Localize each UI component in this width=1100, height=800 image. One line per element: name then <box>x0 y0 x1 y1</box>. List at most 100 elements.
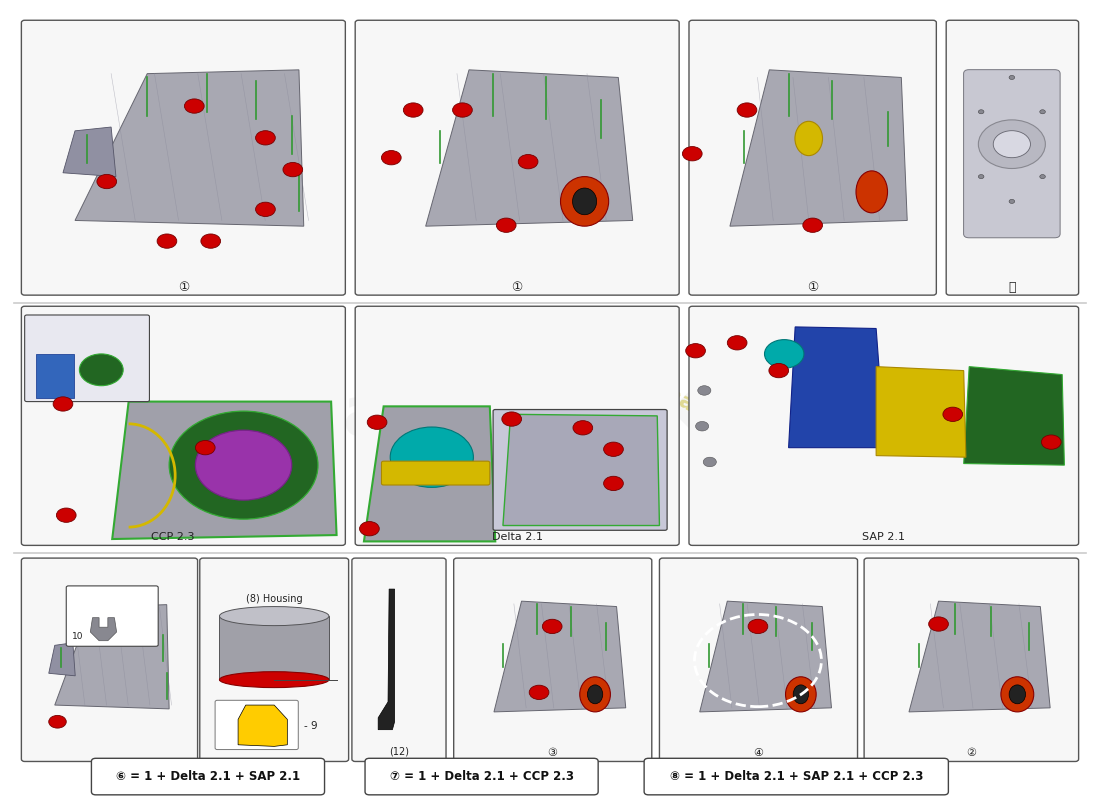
Text: SAP 2.1: SAP 2.1 <box>862 532 905 542</box>
Text: (12): (12) <box>389 746 409 756</box>
Circle shape <box>737 103 757 117</box>
Circle shape <box>452 103 472 117</box>
Circle shape <box>1042 435 1062 450</box>
Circle shape <box>255 130 275 145</box>
Polygon shape <box>503 414 659 526</box>
Polygon shape <box>730 70 908 226</box>
Text: ①: ① <box>807 281 818 294</box>
Text: Delta 2.1: Delta 2.1 <box>492 532 542 542</box>
FancyBboxPatch shape <box>689 306 1079 546</box>
Ellipse shape <box>856 171 888 213</box>
Circle shape <box>685 343 705 358</box>
Polygon shape <box>220 616 329 680</box>
Circle shape <box>604 442 624 457</box>
Ellipse shape <box>785 677 816 712</box>
FancyBboxPatch shape <box>382 461 490 485</box>
FancyBboxPatch shape <box>66 586 158 646</box>
Ellipse shape <box>1009 685 1025 704</box>
Circle shape <box>573 421 593 435</box>
FancyBboxPatch shape <box>365 758 598 795</box>
FancyBboxPatch shape <box>865 558 1079 762</box>
Circle shape <box>255 202 275 217</box>
Circle shape <box>56 508 76 522</box>
Circle shape <box>48 715 66 728</box>
Polygon shape <box>876 366 966 457</box>
Ellipse shape <box>561 177 608 226</box>
Text: ①: ① <box>178 281 189 294</box>
Circle shape <box>518 154 538 169</box>
FancyBboxPatch shape <box>453 558 652 762</box>
Circle shape <box>404 103 424 117</box>
Circle shape <box>682 146 702 161</box>
Circle shape <box>196 441 216 455</box>
Circle shape <box>196 430 292 500</box>
Text: ⑪: ⑪ <box>1008 281 1015 294</box>
FancyBboxPatch shape <box>645 758 948 795</box>
Circle shape <box>703 457 716 466</box>
Circle shape <box>496 218 516 232</box>
Polygon shape <box>789 327 884 448</box>
Circle shape <box>169 411 318 519</box>
Ellipse shape <box>793 685 808 704</box>
Circle shape <box>993 130 1031 158</box>
FancyBboxPatch shape <box>352 558 446 762</box>
FancyBboxPatch shape <box>21 558 198 762</box>
Ellipse shape <box>580 677 611 712</box>
Circle shape <box>382 150 402 165</box>
Circle shape <box>803 218 823 232</box>
Polygon shape <box>364 406 495 542</box>
FancyBboxPatch shape <box>659 558 858 762</box>
FancyBboxPatch shape <box>21 306 345 546</box>
Circle shape <box>283 162 302 177</box>
Text: ②: ② <box>967 748 977 758</box>
Circle shape <box>390 427 473 487</box>
Circle shape <box>367 415 387 430</box>
Circle shape <box>978 120 1045 169</box>
Polygon shape <box>700 601 832 712</box>
Circle shape <box>769 363 789 378</box>
Ellipse shape <box>572 188 596 214</box>
Polygon shape <box>75 70 304 226</box>
FancyBboxPatch shape <box>21 20 345 295</box>
Circle shape <box>604 476 624 490</box>
Text: ①: ① <box>512 281 522 294</box>
Ellipse shape <box>1001 677 1034 712</box>
Circle shape <box>764 340 804 368</box>
Text: 10: 10 <box>72 632 84 641</box>
Circle shape <box>697 386 711 395</box>
Circle shape <box>1040 110 1045 114</box>
Text: ④: ④ <box>752 748 763 758</box>
Text: ③: ③ <box>547 748 558 758</box>
Ellipse shape <box>795 122 823 156</box>
Circle shape <box>727 336 747 350</box>
Text: - 9: - 9 <box>304 721 318 730</box>
Ellipse shape <box>587 685 603 704</box>
Polygon shape <box>48 642 75 676</box>
Polygon shape <box>112 402 337 539</box>
Text: ⑦ = 1 + Delta 2.1 + CCP 2.3: ⑦ = 1 + Delta 2.1 + CCP 2.3 <box>389 770 573 783</box>
FancyBboxPatch shape <box>24 315 150 402</box>
Text: CCP 2.3: CCP 2.3 <box>151 532 195 542</box>
Text: Passion for man since 1985: Passion for man since 1985 <box>527 306 835 494</box>
FancyBboxPatch shape <box>946 20 1079 295</box>
Circle shape <box>201 234 221 248</box>
FancyBboxPatch shape <box>91 758 324 795</box>
FancyBboxPatch shape <box>493 410 667 530</box>
Circle shape <box>97 174 117 189</box>
Polygon shape <box>964 366 1065 465</box>
Circle shape <box>1009 75 1014 79</box>
Polygon shape <box>238 705 287 746</box>
Circle shape <box>928 617 948 631</box>
Circle shape <box>1040 174 1045 178</box>
Circle shape <box>542 619 562 634</box>
Circle shape <box>748 619 768 634</box>
Polygon shape <box>55 605 169 709</box>
Text: (8) Housing: (8) Housing <box>246 594 302 604</box>
Circle shape <box>978 110 983 114</box>
Polygon shape <box>378 589 395 730</box>
FancyBboxPatch shape <box>964 70 1060 238</box>
Ellipse shape <box>220 672 329 687</box>
Circle shape <box>185 99 205 114</box>
Polygon shape <box>494 601 626 712</box>
Circle shape <box>978 174 983 178</box>
